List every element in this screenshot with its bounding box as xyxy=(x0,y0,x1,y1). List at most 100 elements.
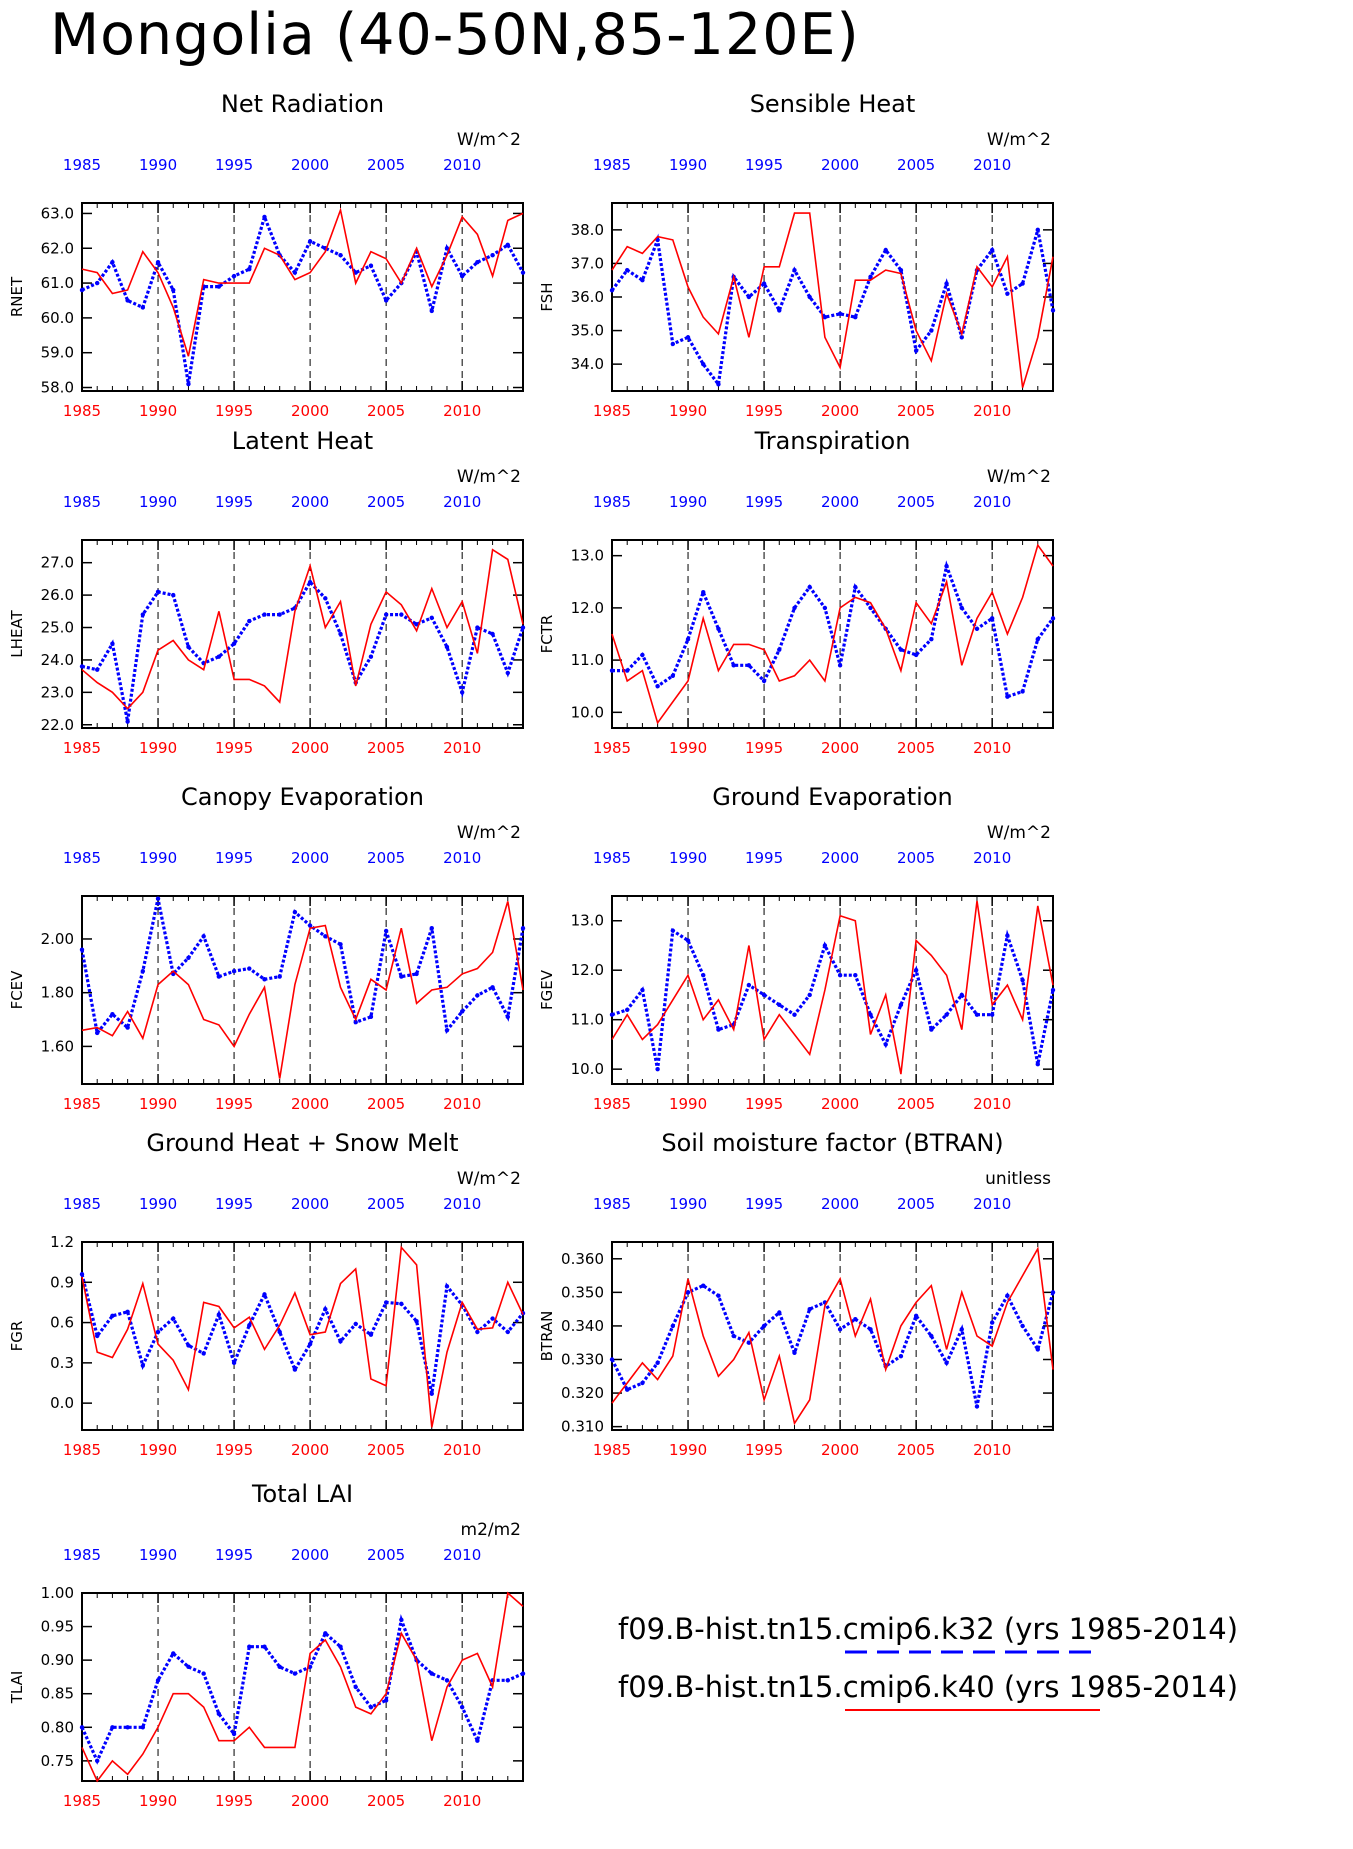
plot-frame xyxy=(81,539,524,729)
data-point-k32 xyxy=(701,972,706,978)
x-tick-label-bottom: 1995 xyxy=(745,402,783,420)
data-point-k32 xyxy=(505,1678,510,1683)
y-tick-label: 36.0 xyxy=(571,288,604,306)
x-tick-label-bottom: 1995 xyxy=(215,1095,253,1113)
data-point-k32 xyxy=(792,1350,797,1355)
data-point-k32 xyxy=(338,1644,343,1649)
x-tick-label-bottom: 2010 xyxy=(443,1095,481,1113)
data-point-k32 xyxy=(277,974,282,979)
data-point-k32 xyxy=(262,1644,267,1649)
data-point-k32 xyxy=(929,637,934,642)
data-point-k32 xyxy=(1035,637,1040,642)
x-tick-label-top: 1990 xyxy=(669,493,707,511)
data-point-k32 xyxy=(186,381,191,387)
plot-frame xyxy=(81,1592,524,1782)
y-axis-label: FSH xyxy=(538,282,556,311)
data-point-k32 xyxy=(609,1357,615,1362)
panel-title: Net Radiation xyxy=(221,90,384,118)
data-point-k32 xyxy=(913,652,919,658)
data-point-k32 xyxy=(292,1367,298,1372)
series-k32 xyxy=(609,227,1056,389)
y-tick-label: 1.2 xyxy=(50,1233,74,1251)
x-tick-label-top: 1985 xyxy=(63,1195,101,1213)
data-point-k32 xyxy=(292,1671,298,1676)
series-line-k40 xyxy=(611,1246,1054,1426)
data-point-k32 xyxy=(989,1320,995,1325)
y-tick-label: 0.330 xyxy=(561,1351,604,1369)
data-point-k32 xyxy=(822,943,828,948)
series-line-k32 xyxy=(610,1283,1055,1407)
data-point-k32 xyxy=(95,667,100,672)
x-tick-label-top: 1995 xyxy=(215,156,253,174)
x-tick-label-bottom: 1995 xyxy=(745,1095,783,1113)
data-point-k32 xyxy=(731,1333,736,1339)
data-point-k32 xyxy=(640,652,645,658)
data-point-k32 xyxy=(171,287,176,293)
series-k40 xyxy=(611,212,1054,388)
y-tick-label: 0.80 xyxy=(41,1718,74,1736)
y-tick-label: 38.0 xyxy=(571,221,604,239)
series-line-k32 xyxy=(80,898,525,1037)
x-tick-label-top: 1995 xyxy=(745,1195,783,1213)
data-point-k32 xyxy=(792,267,797,273)
series-line-k40 xyxy=(81,1245,524,1428)
x-tick-label-bottom: 1995 xyxy=(215,1792,253,1810)
data-point-k32 xyxy=(459,1009,465,1014)
panel-rnet: Net Radiation W/m^2 RNET 1985 1985 1990 1990 19… xyxy=(8,90,526,420)
x-tick-label-bottom: 1985 xyxy=(593,402,631,420)
data-point-k32 xyxy=(1020,977,1025,983)
data-point-k32 xyxy=(444,1678,450,1683)
x-tick-label-top: 2010 xyxy=(443,156,481,174)
y-tick-label: 34.0 xyxy=(571,355,604,373)
x-tick-label-top: 2010 xyxy=(443,1195,481,1213)
plot-frame xyxy=(611,1241,1054,1431)
series-line-k32 xyxy=(80,1273,525,1395)
data-point-k32 xyxy=(475,1329,480,1335)
data-point-k32 xyxy=(807,584,812,590)
data-point-k32 xyxy=(929,1333,934,1339)
data-point-k32 xyxy=(125,1309,130,1315)
x-tick-label-top: 1985 xyxy=(63,156,101,174)
panel-title: Ground Heat + Snow Melt xyxy=(146,1129,458,1157)
series-k32 xyxy=(79,1614,526,1765)
data-point-k32 xyxy=(399,612,404,617)
data-point-k32 xyxy=(155,1329,161,1335)
data-point-k32 xyxy=(1050,987,1056,993)
data-point-k32 xyxy=(247,1323,252,1328)
y-tick-label: 59.0 xyxy=(41,344,74,362)
data-point-k32 xyxy=(186,1343,191,1348)
series-k32 xyxy=(609,1283,1056,1409)
data-point-k32 xyxy=(216,1711,222,1717)
data-point-k32 xyxy=(201,934,206,939)
panel-title: Ground Evaporation xyxy=(712,783,952,811)
x-tick-label-bottom: 1990 xyxy=(139,1095,177,1113)
x-tick-label-bottom: 2005 xyxy=(367,739,405,757)
x-tick-label-top: 2005 xyxy=(897,849,935,867)
data-point-k32 xyxy=(79,287,85,293)
data-point-k32 xyxy=(520,1671,526,1676)
data-point-k32 xyxy=(79,1725,85,1730)
data-point-k32 xyxy=(490,985,495,990)
data-point-k32 xyxy=(685,335,691,340)
data-point-k32 xyxy=(140,612,146,617)
x-tick-label-bottom: 1995 xyxy=(215,402,253,420)
y-axis-label: FGEV xyxy=(538,969,556,1010)
data-point-k32 xyxy=(959,992,964,998)
data-point-k32 xyxy=(414,1319,419,1324)
x-tick-label-top: 1985 xyxy=(63,1546,101,1564)
units-label: W/m^2 xyxy=(457,1169,521,1189)
data-point-k32 xyxy=(609,288,615,293)
y-tick-label: 0.95 xyxy=(41,1618,74,1636)
x-tick-label-bottom: 2000 xyxy=(821,739,859,757)
x-tick-label-top: 1990 xyxy=(139,493,177,511)
data-point-k32 xyxy=(95,1333,100,1339)
x-tick-label-top: 1990 xyxy=(669,1195,707,1213)
data-point-k32 xyxy=(944,1360,949,1366)
y-tick-label: 11.0 xyxy=(571,651,604,669)
data-point-k32 xyxy=(231,1731,237,1737)
data-point-k32 xyxy=(459,273,465,279)
data-point-k32 xyxy=(399,974,404,979)
data-point-k32 xyxy=(685,1290,691,1295)
data-point-k32 xyxy=(625,1007,630,1012)
data-point-k32 xyxy=(262,977,267,982)
